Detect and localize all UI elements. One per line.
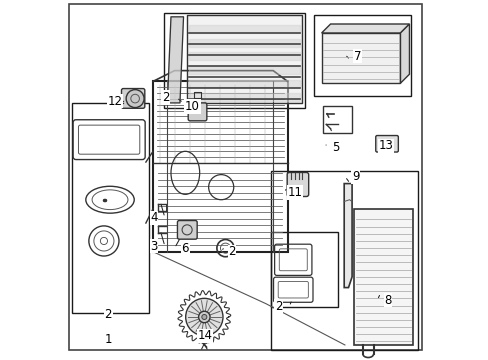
Text: 2: 2 [274,300,282,313]
Bar [163,13,305,108]
Text: 3: 3 [150,240,158,253]
Bar [271,232,337,307]
Text: 7: 7 [353,50,361,63]
Polygon shape [188,80,300,87]
Circle shape [185,298,223,336]
Text: 11: 11 [286,186,302,199]
Circle shape [202,315,206,319]
Text: 6: 6 [181,242,189,255]
Text: 2: 2 [104,308,112,321]
Polygon shape [344,184,351,288]
Bar [153,81,287,252]
FancyBboxPatch shape [177,221,197,239]
Text: 1: 1 [104,333,112,346]
Text: 2: 2 [162,91,169,104]
Polygon shape [187,15,301,103]
Polygon shape [188,39,300,46]
Text: 12: 12 [108,95,122,108]
Polygon shape [188,93,300,101]
Bar [323,107,351,134]
Text: 14: 14 [197,329,212,342]
Polygon shape [188,25,300,33]
Text: 9: 9 [351,170,359,183]
Bar [321,33,400,83]
Text: 2: 2 [228,245,235,258]
FancyBboxPatch shape [375,135,398,152]
Circle shape [198,311,210,323]
Polygon shape [188,66,300,74]
Polygon shape [321,24,408,33]
Text: 10: 10 [184,100,200,113]
Bar [353,209,412,345]
Text: 4: 4 [150,211,158,224]
Polygon shape [188,52,300,60]
FancyBboxPatch shape [188,103,206,121]
Text: 13: 13 [378,139,393,152]
FancyBboxPatch shape [121,89,144,108]
Bar [72,103,149,313]
Bar [314,15,410,96]
Polygon shape [167,17,183,103]
Text: 5: 5 [331,141,339,154]
Bar [271,171,418,350]
Circle shape [126,90,144,108]
FancyBboxPatch shape [286,172,308,197]
Text: 8: 8 [384,294,391,307]
Polygon shape [400,24,408,83]
